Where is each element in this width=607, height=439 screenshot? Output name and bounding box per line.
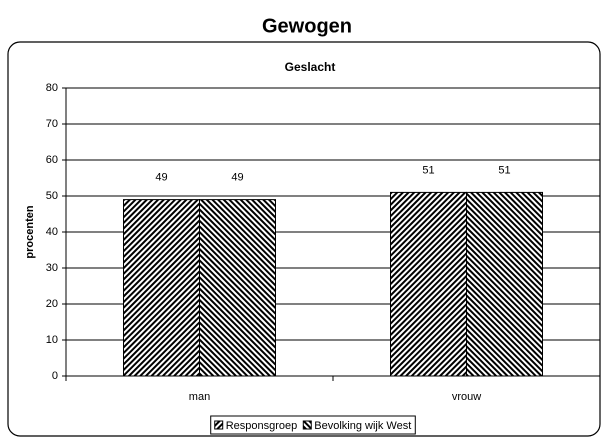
legend-label: Responsgroep (226, 420, 298, 432)
y-tick-label: 60 (46, 154, 58, 166)
y-tick-label: 50 (46, 190, 58, 202)
y-axis-label: procenten (24, 205, 36, 258)
x-tick-label: vrouw (452, 391, 481, 403)
data-label: 51 (498, 164, 510, 176)
y-tick-label: 20 (46, 298, 58, 310)
data-label: 51 (422, 164, 434, 176)
legend-box (210, 415, 416, 435)
chart-title: Geslacht (285, 60, 336, 74)
data-label: 49 (155, 172, 167, 184)
bar (390, 191, 467, 377)
legend-swatch (214, 420, 224, 430)
data-label: 49 (231, 172, 243, 184)
legend-label: Bevolking wijk West (314, 420, 411, 432)
y-tick-label: 40 (46, 226, 58, 238)
legend-swatch (302, 420, 312, 430)
y-tick-label: 70 (46, 118, 58, 130)
y-tick-label: 10 (46, 334, 58, 346)
y-tick-label: 30 (46, 262, 58, 274)
page-title: Gewogen (262, 15, 352, 37)
bar (123, 199, 200, 377)
bar (466, 191, 543, 377)
y-tick-label: 80 (46, 82, 58, 94)
bar (199, 199, 276, 377)
legend: Responsgroep Bevolking wijk West (210, 415, 416, 435)
x-tick-label: man (189, 391, 210, 403)
y-tick-label: 0 (52, 370, 58, 382)
